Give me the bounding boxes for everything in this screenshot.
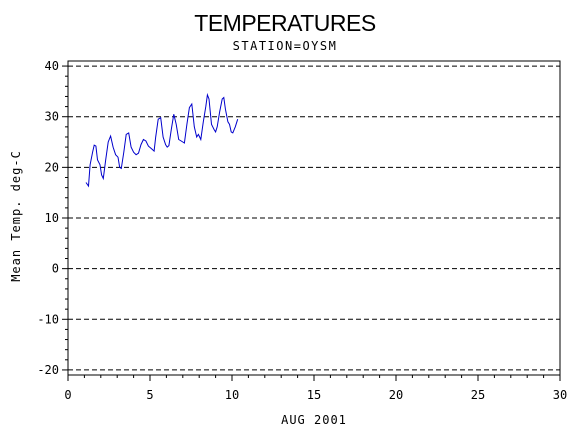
x-tick-label: 20 bbox=[389, 388, 403, 402]
y-tick-label: -20 bbox=[37, 363, 59, 377]
grid-lines bbox=[68, 65, 560, 371]
chart-title: TEMPERATURES bbox=[194, 10, 376, 36]
x-tick-label: 10 bbox=[225, 388, 239, 402]
chart-subtitle: STATION=OYSM bbox=[233, 39, 338, 53]
y-tick-label: -10 bbox=[37, 312, 59, 326]
y-tick-label: 30 bbox=[45, 110, 59, 124]
y-tick-label: 10 bbox=[45, 211, 59, 225]
x-axis: 0 5 10 15 20 25 30 bbox=[64, 375, 567, 402]
x-tick-label: 5 bbox=[146, 388, 153, 402]
x-tick-label: 30 bbox=[553, 388, 567, 402]
y-axis: -20 -10 0 10 20 30 40 bbox=[37, 59, 68, 377]
x-axis-label: AUG 2001 bbox=[281, 413, 347, 427]
y-axis-label: Mean Temp. deg-C bbox=[9, 150, 23, 282]
temperature-series-line bbox=[85, 92, 239, 188]
x-tick-label: 15 bbox=[307, 388, 321, 402]
x-tick-label: 0 bbox=[64, 388, 71, 402]
y-tick-label: 40 bbox=[45, 59, 59, 73]
y-tick-label: 20 bbox=[45, 160, 59, 174]
x-tick-label: 25 bbox=[471, 388, 485, 402]
y-tick-label: 0 bbox=[52, 262, 59, 276]
